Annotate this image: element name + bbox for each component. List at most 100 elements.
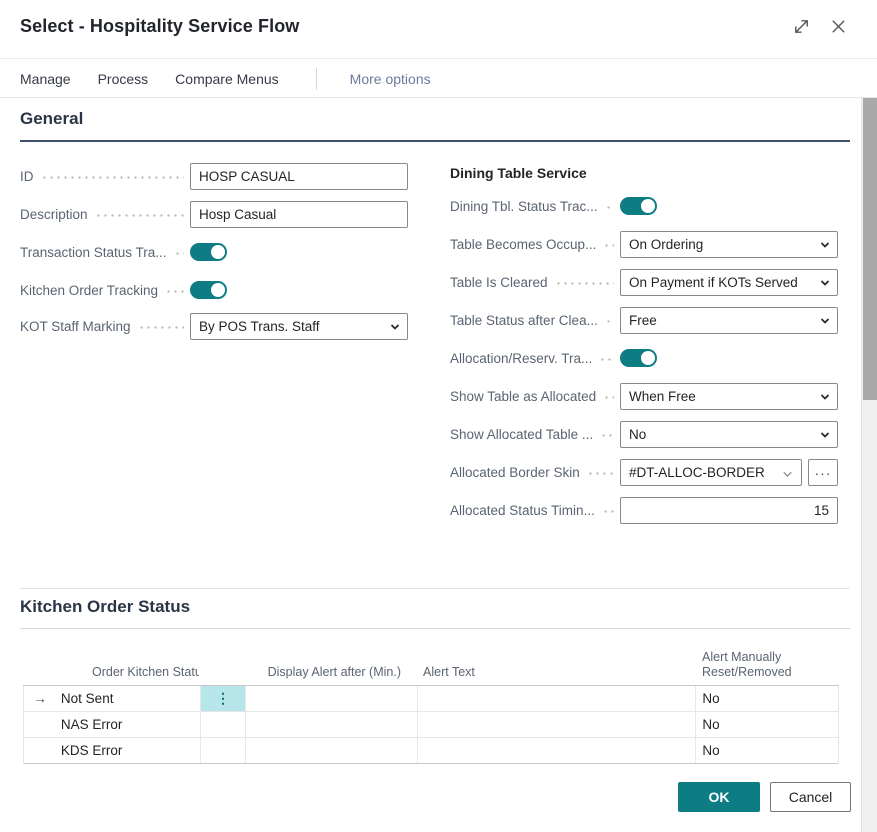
scrollbar-thumb[interactable] — [863, 98, 877, 400]
field-row-description: Description — [20, 201, 408, 228]
kot-staff-marking-select[interactable]: By POS Trans. Staff — [190, 313, 408, 340]
column-header-order-kitchen-status[interactable]: Order Kitchen Status — [92, 664, 199, 679]
dining-tbl-status-tracking-toggle[interactable] — [620, 197, 657, 215]
general-section-rule — [20, 140, 850, 142]
description-input[interactable] — [190, 201, 408, 228]
kitchen-order-tracking-label: Kitchen Order Tracking — [20, 283, 190, 298]
cell-order-kitchen-status[interactable]: Not Sent — [60, 691, 114, 706]
show-table-as-allocated-label: Show Table as Allocated — [450, 389, 620, 404]
table-header-row: Order Kitchen Status Display Alert after… — [23, 634, 839, 686]
menu-item-compare-menus[interactable]: Compare Menus — [175, 70, 279, 87]
cell-display-alert-after[interactable] — [245, 738, 417, 763]
dining-tbl-status-tracking-label: Dining Tbl. Status Trac... — [450, 199, 620, 214]
chevron-down-icon — [390, 324, 400, 330]
header-spacer — [23, 634, 55, 685]
dotted-leader — [586, 472, 614, 475]
show-table-as-allocated-select[interactable]: When Free — [620, 383, 838, 410]
column-header-alert-text[interactable]: Alert Text — [423, 664, 475, 679]
dotted-leader — [40, 176, 184, 179]
field-row-allocated-border-skin: Allocated Border Skin #DT-ALLOC-BORDER ·… — [450, 459, 838, 486]
cancel-button[interactable]: Cancel — [770, 782, 851, 812]
allocated-border-skin-value: #DT-ALLOC-BORDER — [629, 465, 765, 480]
field-row-allocated-status-timing: Allocated Status Timin... — [450, 497, 838, 524]
expand-icon[interactable] — [791, 16, 812, 37]
titlebar: Select - Hospitality Service Flow — [0, 0, 877, 59]
cell-menu-spacer[interactable] — [199, 712, 246, 737]
table-is-cleared-label: Table Is Cleared — [450, 275, 620, 290]
allocated-border-skin-combobox[interactable]: #DT-ALLOC-BORDER — [620, 459, 802, 486]
chevron-down-icon — [820, 394, 830, 400]
section-heading-kitchen-order-status[interactable]: Kitchen Order Status — [20, 597, 191, 616]
kitchen-order-status-table: Order Kitchen Status Display Alert after… — [23, 634, 839, 764]
cell-display-alert-after[interactable] — [245, 712, 417, 737]
cell-alert-manually[interactable]: No — [695, 712, 838, 737]
table-status-after-clearing-value: Free — [629, 313, 657, 328]
cell-alert-text[interactable] — [417, 686, 695, 711]
close-icon[interactable] — [828, 16, 849, 37]
cell-display-alert-after[interactable] — [245, 686, 417, 711]
cell-alert-text[interactable] — [417, 712, 695, 737]
kitchen-order-status-rule — [20, 628, 850, 629]
table-status-after-clearing-select[interactable]: Free — [620, 307, 838, 334]
dotted-leader — [599, 358, 614, 361]
table-is-cleared-select[interactable]: On Payment if KOTs Served — [620, 269, 838, 296]
cell-order-kitchen-status[interactable]: KDS Error — [60, 743, 123, 758]
vertical-scrollbar[interactable] — [861, 98, 877, 832]
show-allocated-table-select[interactable]: No — [620, 421, 838, 448]
field-row-show-allocated-table: Show Allocated Table ... No — [450, 421, 838, 448]
allocated-status-timing-label: Allocated Status Timin... — [450, 503, 620, 518]
window-controls — [791, 16, 849, 37]
dotted-leader — [601, 510, 614, 513]
cell-menu-spacer[interactable] — [199, 738, 246, 763]
cell-alert-manually[interactable]: No — [695, 738, 838, 763]
cell-order-kitchen-status[interactable]: NAS Error — [60, 717, 123, 732]
transaction-status-tracking-label: Transaction Status Tra... — [20, 245, 190, 260]
column-header-display-alert-after[interactable]: Display Alert after (Min.) — [267, 664, 401, 679]
field-row-table-status-after-clearing: Table Status after Clea... Free — [450, 307, 838, 334]
menu-item-manage[interactable]: Manage — [20, 70, 71, 87]
allocation-reserv-tracking-label: Allocation/Reserv. Tra... — [450, 351, 620, 366]
section-divider — [20, 588, 850, 589]
allocation-reserv-tracking-toggle[interactable] — [620, 349, 657, 367]
toggle-knob — [211, 245, 225, 259]
id-label: ID — [20, 169, 190, 184]
toggle-knob — [641, 199, 655, 213]
kot-staff-marking-label: KOT Staff Marking — [20, 319, 190, 334]
chevron-down-icon — [820, 280, 830, 286]
field-row-kitchen-order-tracking: Kitchen Order Tracking — [20, 277, 408, 304]
dotted-leader — [137, 326, 184, 329]
allocated-status-timing-input[interactable] — [620, 497, 838, 524]
table-is-cleared-value: On Payment if KOTs Served — [629, 275, 798, 290]
table-becomes-occupied-select[interactable]: On Ordering — [620, 231, 838, 258]
field-row-table-becomes-occupied: Table Becomes Occup... On Ordering — [450, 231, 838, 258]
assist-edit-ellipsis-button[interactable]: ··· — [808, 459, 838, 486]
table-row[interactable]: NAS Error No — [24, 712, 838, 738]
menu-item-more-options[interactable]: More options — [349, 70, 431, 87]
column-header-menu-spacer — [199, 634, 245, 685]
current-row-arrow-icon: → — [33, 691, 47, 706]
cell-alert-manually[interactable]: No — [695, 686, 838, 711]
table-becomes-occupied-value: On Ordering — [629, 237, 704, 252]
cell-menu-icon[interactable]: ⋮ — [199, 686, 246, 711]
dotted-leader — [603, 396, 614, 399]
field-row-table-is-cleared: Table Is Cleared On Payment if KOTs Serv… — [450, 269, 838, 296]
chevron-down-icon — [820, 432, 830, 438]
table-row[interactable]: → Not Sent ⋮ No — [24, 686, 838, 712]
menu-item-process[interactable]: Process — [97, 70, 149, 87]
menu-divider — [315, 67, 317, 90]
kitchen-order-tracking-toggle[interactable] — [190, 281, 227, 299]
id-input[interactable] — [190, 163, 408, 190]
field-row-show-table-as-allocated: Show Table as Allocated When Free — [450, 383, 838, 410]
chevron-down-icon — [820, 242, 830, 248]
kot-staff-marking-value: By POS Trans. Staff — [199, 319, 320, 334]
table-row[interactable]: KDS Error No — [24, 738, 838, 764]
description-label: Description — [20, 207, 190, 222]
ok-button[interactable]: OK — [678, 782, 760, 812]
dining-table-service-heading: Dining Table Service — [450, 165, 587, 181]
section-heading-general[interactable]: General — [20, 109, 84, 128]
show-allocated-table-label: Show Allocated Table ... — [450, 427, 620, 442]
column-header-alert-manually[interactable]: Alert Manually Reset/Removed — [702, 650, 792, 679]
table-body: → Not Sent ⋮ No NAS Error No KDS Error — [23, 686, 839, 764]
cell-alert-text[interactable] — [417, 738, 695, 763]
transaction-status-tracking-toggle[interactable] — [190, 243, 227, 261]
